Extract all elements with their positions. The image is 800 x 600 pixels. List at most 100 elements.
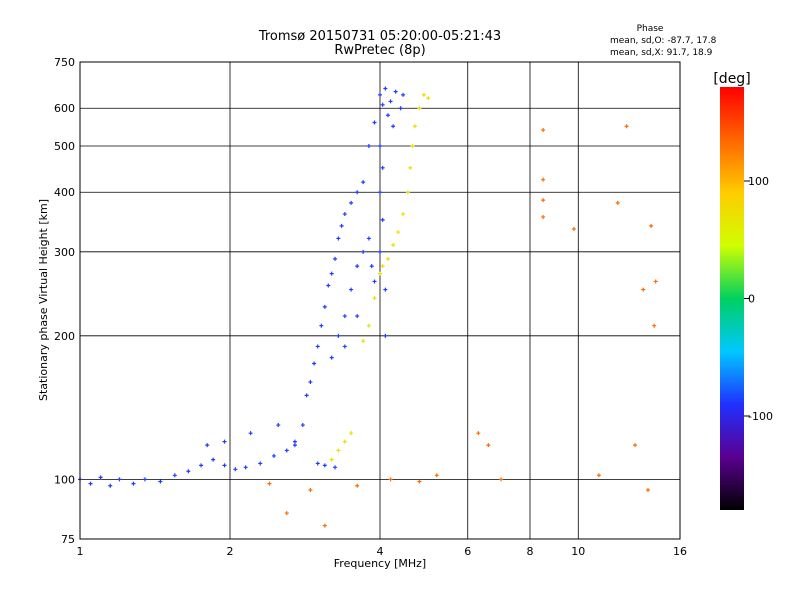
data-point [339,223,344,228]
data-point [292,443,297,448]
data-point [380,217,385,222]
x-axis-ticks: 1 2 4 6 8 10 16 [77,545,688,558]
data-point [98,475,103,480]
data-point [385,113,390,118]
data-point [308,488,313,493]
chart-subtitle: RwPretec (8p) [334,43,425,58]
data-point [284,511,289,516]
data-point [342,344,347,349]
y-tick-label: 200 [54,330,75,343]
data-point [366,143,371,148]
data-point [258,461,263,466]
data-point [372,279,377,284]
data-point [383,86,388,91]
data-point [653,279,658,284]
data-point [233,467,238,472]
y-tick-label: 400 [54,186,75,199]
data-point [380,165,385,170]
data-point [186,469,191,474]
data-point [417,479,422,484]
data-point [329,457,334,462]
data-point [652,323,657,328]
data-point [476,431,481,436]
grid-lines [79,61,681,540]
data-point [486,443,491,448]
y-tick-label: 100 [54,473,75,486]
x-tick-label: 2 [227,545,234,558]
series-0 [78,86,406,488]
data-point [322,304,327,309]
chart-title: Tromsø 20150731 05:20:00-05:21:43 [258,29,501,44]
data-point [361,180,366,185]
data-point [205,443,210,448]
data-point [312,361,317,366]
data-point [541,128,546,133]
stats-title: Phase [637,24,664,34]
data-point [267,481,272,486]
data-point [222,439,227,444]
data-point [172,473,177,478]
data-point [624,124,629,129]
data-point [304,393,309,398]
data-point [211,457,216,462]
x-tick-label: 16 [673,545,687,558]
data-point [596,473,601,478]
data-point [336,448,341,453]
data-point [322,523,327,528]
data-point [408,165,413,170]
data-points [78,86,658,528]
colorbar-tick-label: 100 [748,175,769,188]
series-1 [329,92,431,462]
data-point [499,477,504,482]
data-point [333,465,338,470]
data-point [378,271,382,276]
colorbar-label: [deg] [713,71,750,87]
data-point [308,380,313,385]
data-point [541,177,546,182]
data-point [417,106,422,111]
data-point [366,323,371,328]
colorbar-ticks: 100 0 -100 [744,175,773,423]
data-point [405,190,410,195]
data-point [300,423,305,428]
x-tick-label: 10 [571,545,585,558]
data-point [329,355,334,360]
data-point [369,264,374,269]
data-point [342,314,347,319]
data-point [385,256,390,261]
x-tick-label: 4 [377,545,384,558]
colorbar-tick-label: 0 [748,293,755,306]
y-axis-label: Stationary phase Virtual Height [km] [37,199,50,401]
data-point [378,92,382,97]
data-point [355,314,360,319]
data-point [355,190,360,195]
data-point [388,477,393,482]
data-point [117,477,122,482]
data-point [645,488,650,493]
data-point [342,212,347,217]
data-point [88,481,93,486]
data-point [391,124,396,129]
data-point [322,463,327,468]
data-point [349,200,354,205]
data-point [158,479,163,484]
data-point [108,483,113,488]
data-point [401,212,406,217]
data-point [378,190,382,195]
data-point [571,226,576,231]
data-point [383,333,388,338]
y-axis-ticks: 75 100 200 300 400 500 600 750 [54,56,75,546]
data-point [349,287,354,292]
data-point [355,264,360,269]
data-point [378,143,382,148]
data-point [329,271,334,276]
data-point [284,448,289,453]
y-tick-label: 75 [61,533,75,546]
data-point [541,198,546,203]
colorbar-tick-label: -100 [748,410,773,423]
data-point [333,256,338,261]
data-point [342,439,347,444]
data-point [388,99,393,104]
data-point [243,465,248,470]
